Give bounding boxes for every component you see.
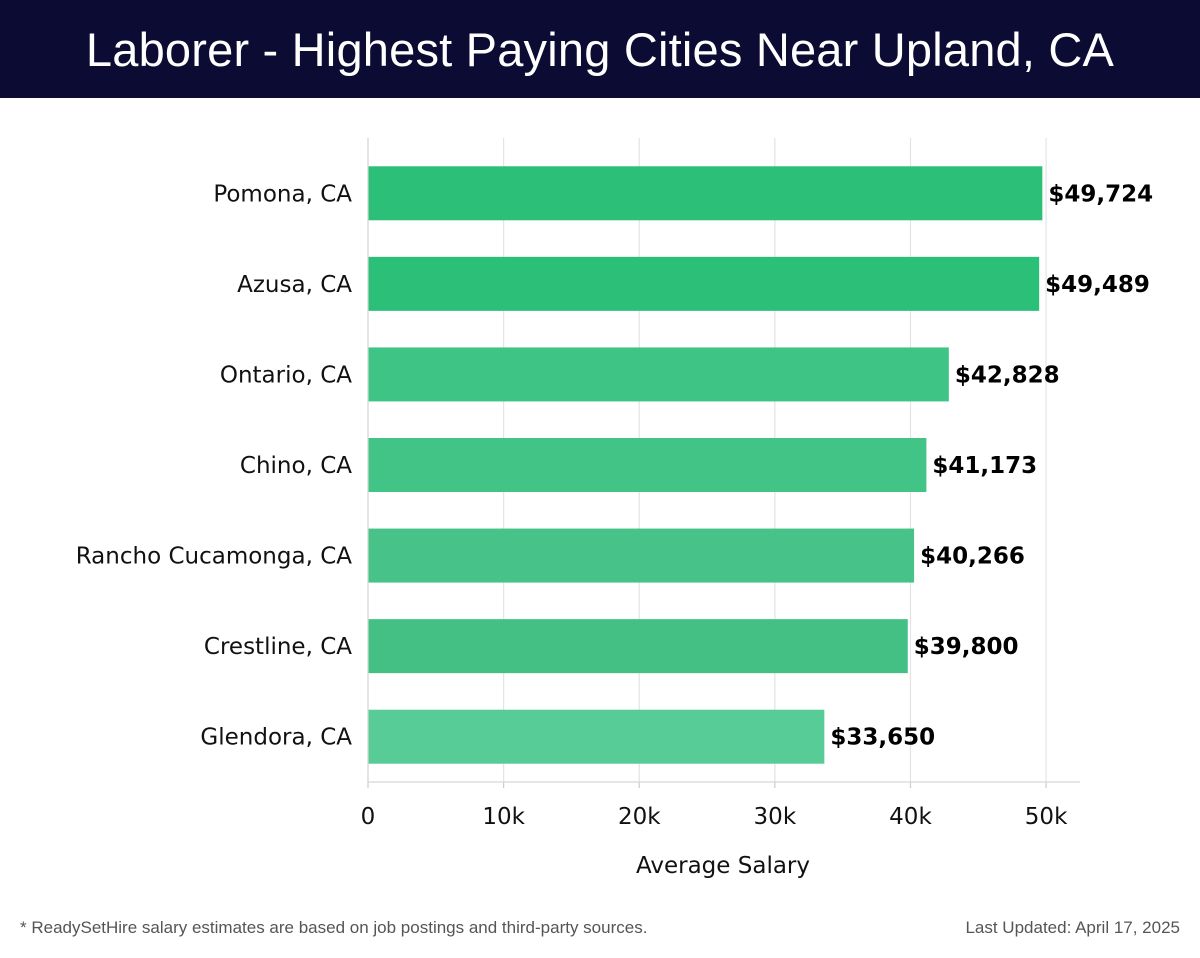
category-label: Chino, CA — [240, 453, 352, 479]
value-label: $33,650 — [830, 725, 935, 751]
bar — [368, 438, 927, 492]
bar — [368, 166, 1043, 221]
footer-updated: Last Updated: April 17, 2025 — [965, 918, 1180, 937]
bar-chart: Pomona, CA $49,724 Azusa, CA $49,489 Ontario… — [76, 138, 1153, 879]
category-label: Glendora, CA — [200, 725, 352, 751]
x-tick-label: 10k — [482, 804, 525, 830]
footer-note: * ReadySetHire salary estimates are base… — [20, 918, 648, 937]
category-label: Azusa, CA — [237, 272, 352, 298]
chart-title: Laborer - Highest Paying Cities Near Upl… — [85, 22, 1115, 76]
x-tick-label: 20k — [618, 804, 661, 830]
category-label: Crestline, CA — [204, 634, 352, 660]
bar — [368, 709, 825, 764]
bars: Pomona, CA $49,724 Azusa, CA $49,489 Ontario… — [76, 166, 1153, 764]
x-tick-label: 50k — [1025, 804, 1068, 830]
x-axis-label: Average Salary — [636, 853, 810, 879]
value-label: $49,724 — [1048, 181, 1153, 207]
chart-header: Laborer - Highest Paying Cities Near Upl… — [0, 0, 1200, 98]
category-label: Ontario, CA — [220, 362, 352, 388]
bar — [368, 619, 908, 674]
value-label: $40,266 — [920, 544, 1025, 570]
bar — [368, 528, 915, 583]
x-tick-label: 0 — [361, 804, 376, 830]
category-label: Rancho Cucamonga, CA — [76, 544, 353, 570]
category-label: Pomona, CA — [213, 181, 352, 207]
x-axis: 0 10k 20k 30k 40k 50k — [361, 138, 1080, 830]
value-label: $41,173 — [932, 453, 1037, 479]
value-label: $42,828 — [955, 362, 1060, 388]
bar — [368, 256, 1040, 311]
bar — [368, 347, 949, 402]
value-label: $39,800 — [914, 634, 1019, 660]
x-tick-label: 30k — [754, 804, 797, 830]
value-label: $49,489 — [1045, 272, 1150, 298]
x-tick-label: 40k — [889, 804, 932, 830]
